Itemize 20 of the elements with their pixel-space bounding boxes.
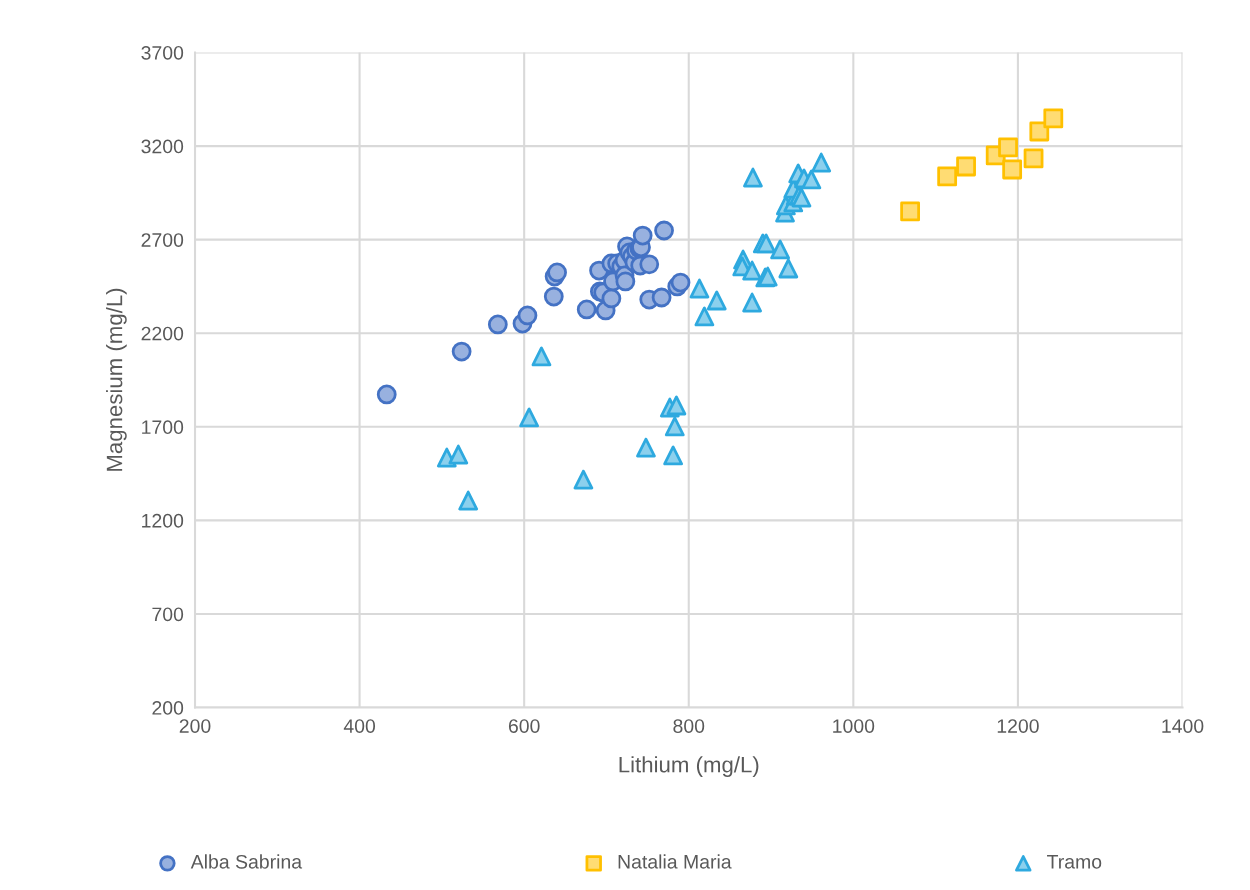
y-tick-label: 1700 [142,420,184,435]
legend-label: Alba Sabrina [190,854,303,869]
x-tick-label: 600 [508,719,540,733]
y-tick-label: 3700 [141,45,184,60]
y-tick-label: 700 [152,607,184,622]
x-tick-label: 1400 [1162,719,1204,733]
legend-label: Natalia Maria [618,854,732,869]
y-tick-label: 2700 [141,233,184,247]
y-tick-label: 1200 [142,513,184,528]
y-axis-title: Magnesium (mg/L) [106,288,127,471]
x-tick-label: 800 [673,719,705,733]
x-axis-title: Lithium (mg/L) [619,756,759,777]
x-tick-label: 200 [179,719,211,733]
y-tick-label: 2200 [141,326,184,341]
legend-label: Tramo [1047,855,1102,869]
x-tick-label: 1000 [833,719,875,733]
y-tick-label: 3200 [141,139,184,154]
y-tick-label: 200 [152,701,184,715]
x-tick-label: 1200 [997,719,1039,733]
x-tick-label: 400 [343,719,376,733]
